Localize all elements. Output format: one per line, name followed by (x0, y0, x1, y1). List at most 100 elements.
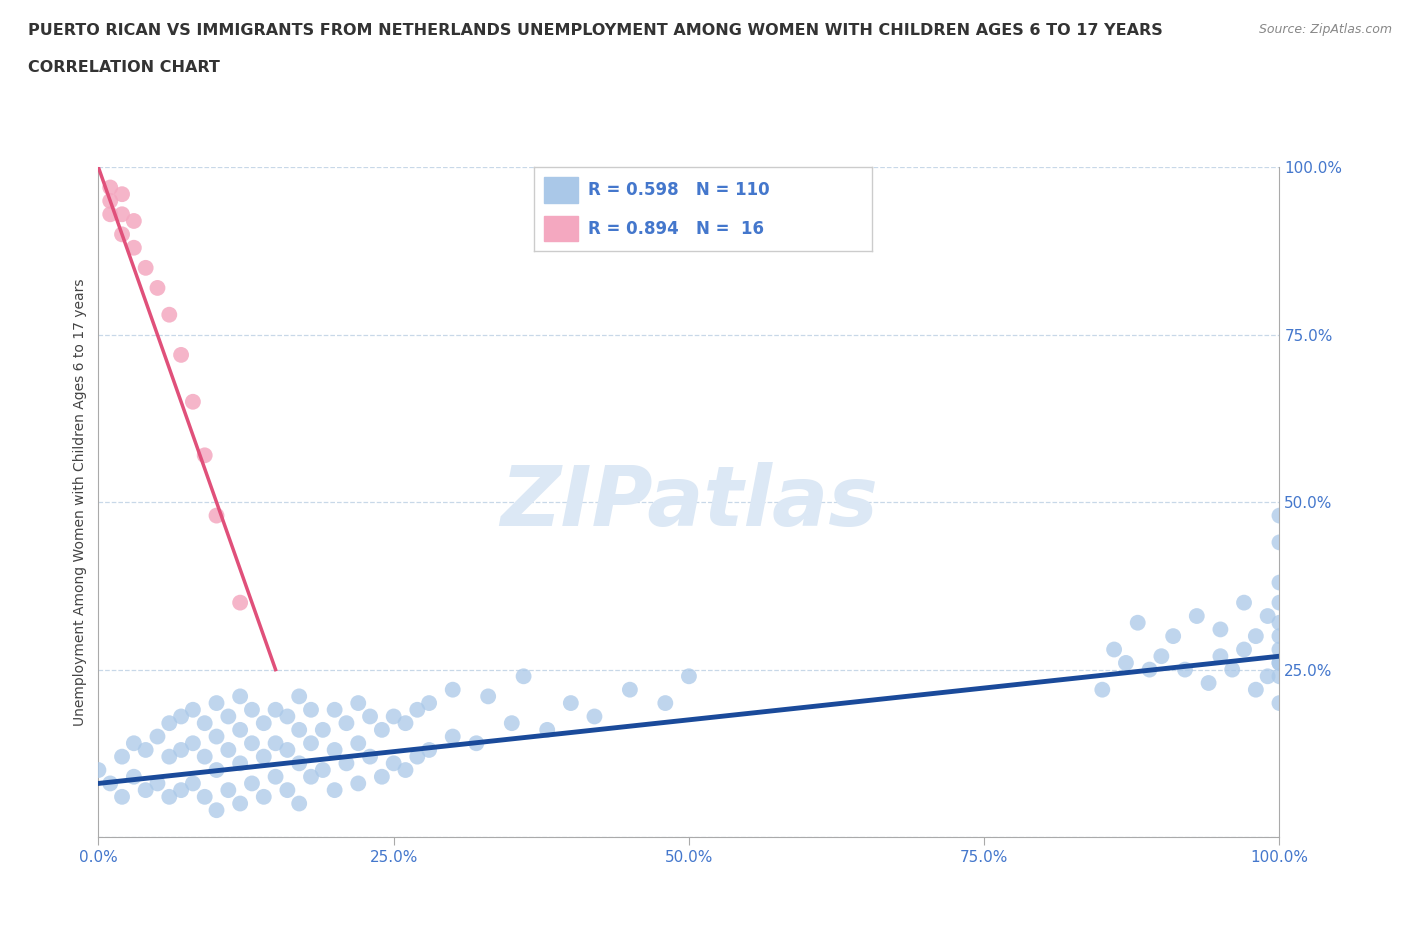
Point (288, 796, 311, 811)
Point (335, 716, 357, 731)
Point (1209, 622, 1232, 637)
Point (122, 769, 145, 784)
Point (1091, 683, 1114, 698)
Point (135, 742, 157, 757)
Point (229, 595, 252, 610)
Point (111, 227, 134, 242)
Point (181, 776, 204, 790)
Point (276, 783, 298, 798)
Point (501, 716, 523, 731)
Point (194, 448, 217, 463)
Point (1268, 629, 1291, 644)
Point (382, 709, 405, 724)
Text: PUERTO RICAN VS IMMIGRANTS FROM NETHERLANDS UNEMPLOYMENT AMONG WOMEN WITH CHILDR: PUERTO RICAN VS IMMIGRANTS FROM NETHERLA… (28, 23, 1163, 38)
Point (111, 750, 134, 764)
Point (406, 702, 429, 717)
Point (323, 783, 346, 798)
Point (619, 683, 641, 698)
Point (1126, 616, 1149, 631)
Point (1268, 508, 1291, 523)
Point (1268, 669, 1291, 684)
Point (347, 696, 370, 711)
Point (98, 193, 121, 208)
Point (205, 729, 228, 744)
Point (406, 750, 429, 764)
Point (1268, 642, 1291, 657)
Point (1115, 656, 1137, 671)
Point (323, 742, 346, 757)
Point (1198, 675, 1220, 690)
Point (205, 696, 228, 711)
Point (288, 723, 311, 737)
Point (394, 763, 416, 777)
Point (583, 709, 606, 724)
Point (1139, 662, 1161, 677)
Point (1257, 669, 1279, 684)
Point (347, 736, 370, 751)
Point (157, 307, 180, 322)
Point (135, 783, 157, 798)
Text: ZIPatlas: ZIPatlas (501, 461, 877, 543)
Point (299, 769, 322, 784)
Point (1268, 656, 1291, 671)
Text: Source: ZipAtlas.com: Source: ZipAtlas.com (1258, 23, 1392, 36)
Point (276, 742, 298, 757)
Point (240, 702, 263, 717)
Point (157, 716, 180, 731)
Point (1233, 595, 1256, 610)
Point (122, 240, 145, 255)
Point (205, 508, 228, 523)
Point (170, 709, 193, 724)
Point (170, 783, 193, 798)
Point (98, 776, 121, 790)
Point (1257, 608, 1279, 623)
Point (441, 729, 464, 744)
Point (1268, 696, 1291, 711)
Point (418, 742, 440, 757)
Point (312, 723, 335, 737)
Point (146, 776, 169, 790)
Point (465, 736, 488, 751)
Point (382, 756, 405, 771)
Point (253, 750, 276, 764)
Point (157, 750, 180, 764)
Point (335, 756, 357, 771)
Point (347, 776, 370, 790)
Point (1268, 616, 1291, 631)
Point (1268, 656, 1291, 671)
Point (394, 716, 416, 731)
Point (181, 394, 204, 409)
Point (371, 769, 394, 784)
Point (157, 790, 180, 804)
Point (111, 187, 134, 202)
Point (253, 790, 276, 804)
Point (1268, 535, 1291, 550)
Point (240, 776, 263, 790)
Point (299, 736, 322, 751)
Point (678, 669, 700, 684)
Point (217, 709, 239, 724)
Point (276, 709, 298, 724)
Bar (544, 216, 578, 241)
Point (135, 260, 157, 275)
Point (122, 214, 145, 229)
Point (1244, 683, 1267, 698)
Point (264, 736, 287, 751)
Y-axis label: Unemployment Among Women with Children Ages 6 to 17 years: Unemployment Among Women with Children A… (73, 278, 87, 726)
Bar (544, 178, 578, 203)
Point (654, 696, 676, 711)
Point (312, 763, 335, 777)
Point (1174, 662, 1197, 677)
Text: R = 0.894   N =  16: R = 0.894 N = 16 (588, 219, 765, 237)
Point (146, 729, 169, 744)
Legend: Puerto Ricans, Immigrants from Netherlands: Puerto Ricans, Immigrants from Netherlan… (463, 925, 915, 930)
Point (323, 702, 346, 717)
Point (512, 669, 534, 684)
Point (1161, 629, 1184, 644)
Point (1244, 629, 1267, 644)
Point (1268, 595, 1291, 610)
Point (240, 736, 263, 751)
Point (1102, 642, 1125, 657)
Point (536, 723, 558, 737)
Point (1185, 608, 1208, 623)
